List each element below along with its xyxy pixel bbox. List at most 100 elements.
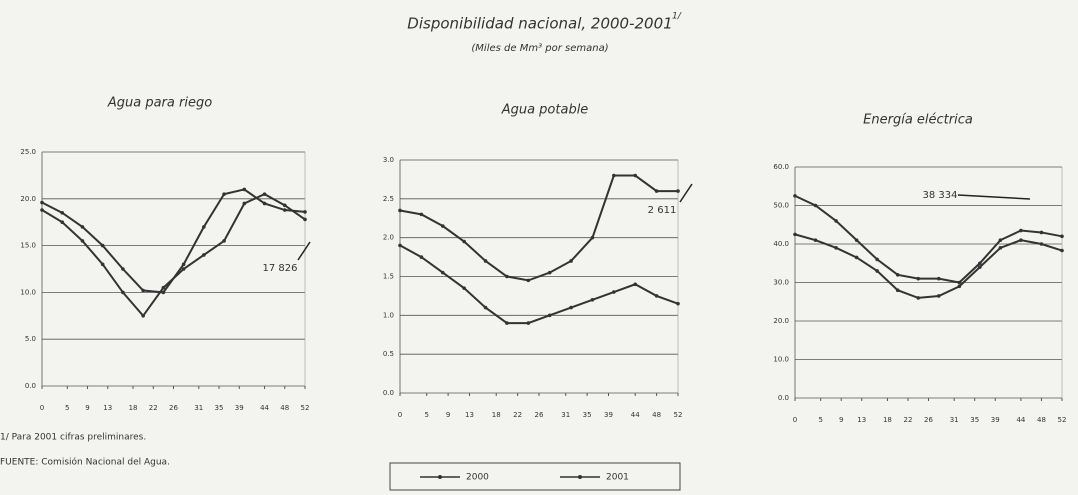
series-point (262, 192, 267, 196)
series-line (399, 244, 679, 325)
series-line (794, 194, 1063, 284)
series-point (505, 321, 509, 325)
series-point (80, 239, 85, 243)
x-tick-label: 18 (492, 411, 501, 419)
series-point (202, 225, 206, 229)
series-point (398, 208, 402, 213)
series-point (141, 314, 145, 318)
series-point (813, 203, 818, 208)
y-tick-label: 20.0 (773, 317, 789, 325)
x-tick-label: 22 (513, 411, 522, 419)
legend-label: 2001 (606, 473, 629, 483)
x-tick-label: 52 (1058, 416, 1067, 424)
series-point (440, 270, 445, 275)
series-point (262, 201, 267, 206)
x-tick-label: 0 (793, 416, 797, 424)
series-point (483, 259, 488, 263)
series-point (547, 270, 552, 275)
x-tick-label: 26 (535, 411, 544, 419)
series-point (100, 243, 105, 248)
footnote: FUENTE: Comisión Nacional del Agua. (0, 457, 170, 468)
y-tick-label: 15.0 (20, 242, 36, 250)
series-point (121, 290, 125, 295)
annotation-arrow (679, 183, 693, 203)
series-point (181, 262, 186, 267)
x-tick-label: 48 (280, 404, 289, 412)
y-tick-label: 1.5 (383, 273, 394, 281)
series-point (526, 321, 531, 325)
series-point (242, 187, 247, 192)
x-tick-label: 35 (970, 416, 979, 424)
series-point (957, 280, 962, 285)
y-tick-label: 2.0 (383, 234, 394, 242)
series-point (1039, 230, 1044, 235)
series-point (526, 278, 531, 283)
series-point (813, 238, 818, 242)
series-point (633, 173, 638, 178)
series-point (100, 262, 105, 267)
x-tick-label: 35 (583, 411, 592, 419)
series-point (854, 255, 859, 260)
annotation-arrow (297, 241, 311, 261)
x-tick-label: 13 (465, 411, 474, 419)
series-point (569, 305, 573, 310)
main-title: Disponibilidad nacional, 2000-2001 (407, 15, 672, 33)
x-tick-label: 52 (301, 404, 310, 412)
x-tick-label: 9 (85, 404, 89, 412)
series-point (612, 173, 616, 178)
series-point (916, 276, 921, 281)
series-point (462, 239, 466, 244)
y-tick-label: 20.0 (20, 195, 36, 203)
series-point (440, 224, 445, 228)
series-point (998, 238, 1003, 242)
annotation: 17 826 (263, 263, 298, 274)
y-tick-label: 40.0 (773, 240, 789, 248)
series-point (936, 294, 941, 298)
x-tick-label: 5 (65, 404, 69, 412)
y-tick-label: 60.0 (773, 163, 789, 171)
x-tick-label: 44 (631, 411, 640, 419)
series-point (547, 313, 552, 318)
subtitle: (Miles de Mm³ por semana) (471, 43, 608, 54)
series-point (654, 294, 659, 298)
y-tick-label: 0.0 (25, 382, 36, 390)
series-point (398, 243, 402, 248)
series-point (834, 219, 838, 223)
x-tick-label: 18 (883, 416, 892, 424)
series-point (121, 267, 125, 271)
series-point (222, 192, 226, 196)
series-line (399, 174, 678, 282)
y-tick-label: 10.0 (20, 288, 36, 296)
series-point (242, 201, 247, 206)
series-point (419, 212, 424, 217)
annotation-arrow (957, 194, 1031, 200)
x-tick-label: 0 (40, 404, 44, 412)
y-tick-label: 1.0 (383, 311, 394, 319)
x-tick-label: 52 (674, 411, 683, 419)
series-point (654, 189, 659, 193)
series-point (141, 288, 145, 293)
footnote: 1/ Para 2001 cifras preliminares. (0, 433, 146, 443)
series-point (40, 208, 44, 212)
series-point (202, 253, 206, 257)
chart-title: Agua potable (501, 103, 589, 118)
series-point (895, 273, 900, 277)
x-tick-label: 26 (169, 404, 178, 412)
series-point (895, 288, 900, 293)
x-tick-label: 5 (424, 411, 428, 419)
x-tick-label: 18 (129, 404, 138, 412)
series-point (875, 269, 879, 273)
series-point (40, 200, 44, 205)
y-tick-label: 10.0 (773, 356, 789, 364)
series-point (916, 296, 921, 300)
x-tick-label: 9 (446, 411, 450, 419)
series-point (612, 290, 616, 294)
y-tick-label: 0.5 (383, 350, 394, 358)
x-tick-label: 13 (857, 416, 866, 424)
series-point (590, 298, 595, 302)
series-point (1039, 242, 1044, 246)
x-tick-label: 13 (103, 404, 112, 412)
chart-title: Energía eléctrica (863, 113, 973, 128)
y-tick-label: 0.0 (383, 389, 394, 397)
x-tick-label: 35 (215, 404, 224, 412)
